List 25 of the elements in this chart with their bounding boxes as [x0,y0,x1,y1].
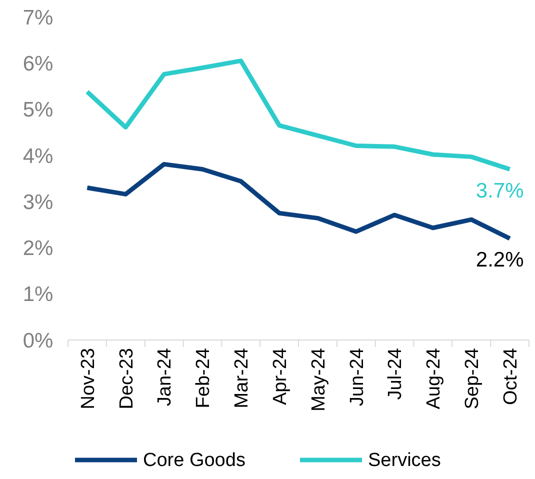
x-tick-label: Oct-24 [500,348,522,406]
data-label: 3.7% [476,179,524,202]
y-tick-label: 5% [22,98,54,122]
x-tick-label: Feb-24 [193,348,214,408]
x-tick-label: Nov-23 [78,348,99,410]
x-tick-label: Jun-24 [346,348,368,406]
line-series [84,58,512,172]
legend-label: Core Goods [143,450,246,471]
y-tick-label: 1% [22,283,54,306]
y-tick-label: 6% [22,52,54,76]
legend-label: Services [368,450,441,471]
y-tick-label: 3% [22,190,54,214]
x-tick-label: Mar-24 [232,348,253,408]
x-tick-label: Jul-24 [385,348,406,400]
x-tick-label: May-24 [308,348,330,412]
data-label: 2.2% [476,248,524,272]
x-tick-label: Sep-24 [462,348,484,410]
x-tick-label: Apr-24 [270,348,291,406]
y-tick-label: 2% [22,237,54,260]
y-tick-label: 4% [22,144,54,168]
y-tick-label: 7% [22,6,54,30]
y-tick-label: 0% [22,329,54,352]
x-tick-label: Dec-23 [116,348,138,410]
x-tick-label: Aug-24 [424,348,445,410]
x-tick-label: Jan-24 [154,348,176,406]
